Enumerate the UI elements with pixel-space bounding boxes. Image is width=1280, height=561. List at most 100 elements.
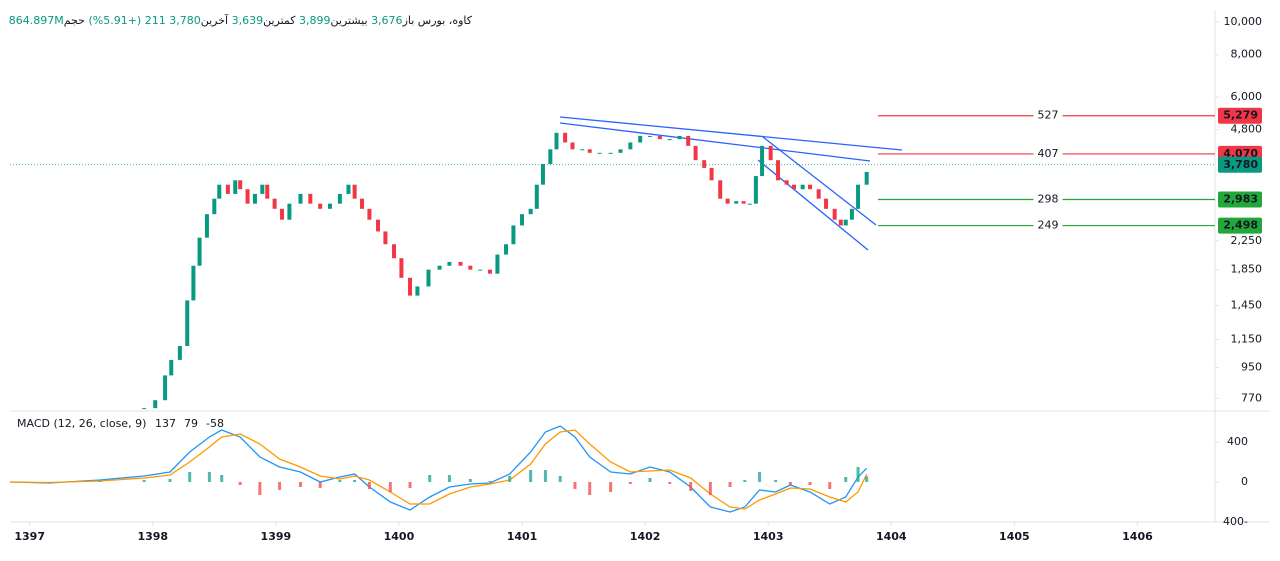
candle [520,214,525,226]
candle [776,160,781,181]
candle [367,208,372,220]
y-tick-label: 1,150 [1231,332,1263,345]
candle [399,258,404,278]
histogram-bar [298,482,302,487]
x-tick-label: 1400 [384,530,415,543]
candle [346,184,351,194]
level-note: 527 [1038,109,1059,122]
candle [287,203,292,220]
histogram-bar [238,482,242,485]
candle [608,152,613,154]
histogram-bar [508,476,512,482]
candle [447,261,452,266]
candle [587,149,592,153]
field-value: 3,639 [231,14,264,27]
candle [408,277,413,296]
histogram-bar [609,482,613,492]
candle [478,269,483,271]
candle [488,269,493,274]
level-note: 407 [1038,147,1059,160]
histogram-bar [828,482,832,489]
level-label: 2,498 [1223,219,1258,232]
histogram-bar [558,476,562,482]
candle [548,149,553,164]
candle [563,132,568,143]
histogram-bar [98,481,102,482]
ohlc-fields: باز3,676 بیشترین3,899 کمترین3,639 آخرین3… [166,14,414,27]
candle [702,160,707,168]
field-label: بیشترین [330,14,368,27]
candle [824,198,829,209]
candle [212,198,217,215]
candle [191,265,196,301]
histogram-bar [47,482,51,483]
histogram-bar [278,482,282,490]
histogram-bar [408,482,412,488]
macd-legend-value: -58 [206,417,224,430]
macd-line [9,429,868,510]
candle [185,300,190,346]
y-tick-label: 950 [1241,360,1262,373]
field-label: آخرین [200,14,229,27]
trendline [559,122,871,162]
candle [534,184,539,209]
candle [468,265,473,270]
histogram-bar [708,482,712,495]
macd-legend-value: 137 [155,417,176,430]
candle [280,208,285,220]
macd-legend-value: 79 [184,417,198,430]
candle [638,135,643,143]
histogram-bar [353,480,357,482]
last-price-label: 3,780 [1223,158,1258,171]
change: 211 (+5.91%) [88,14,166,27]
candle [383,231,388,245]
level-note-bg [1033,107,1063,123]
candle [260,184,265,194]
candle [570,142,575,150]
candle [328,203,333,209]
candle [204,214,209,238]
field-value: 3,899 [299,14,331,27]
level-label: 5,279 [1223,109,1258,122]
histogram-bar [865,476,869,482]
symbol: کاوه، بورس [417,14,472,27]
histogram-bar [543,470,547,482]
level-note-bg [1033,191,1063,207]
last-price-badge [1218,156,1262,173]
volume: 864.897M [8,14,64,27]
candle [337,193,342,204]
level-badge [1218,217,1262,234]
field-value: 3,780 [169,14,201,27]
candle [265,184,270,199]
candle [197,237,202,266]
histogram-bar [788,482,792,485]
histogram-bar [338,480,342,482]
candle [426,269,431,287]
histogram-bar [388,482,392,492]
candle [153,400,158,409]
histogram-bar [142,480,146,482]
y-tick-label: 1,850 [1231,263,1263,276]
candle [792,184,797,190]
candle [843,219,848,226]
histogram-bar [468,479,472,482]
histogram-bar [743,480,747,482]
candle [177,345,182,360]
histogram-bar [628,482,632,484]
y-tick-label: 6,000 [1231,90,1263,103]
histogram-bar [728,482,732,487]
candle [618,149,623,153]
candle [686,135,691,146]
candle [657,135,662,140]
x-tick-label: 1398 [137,530,168,543]
candle [832,208,837,220]
histogram-bar [648,478,652,482]
x-tick-label: 1406 [1122,530,1153,543]
histogram-bar [188,472,192,482]
candle [511,225,516,245]
symbol-header: کاوه، بورس باز3,676 بیشترین3,899 کمترین3… [8,14,472,27]
level-note: 298 [1038,193,1059,206]
histogram-bar [808,482,812,485]
